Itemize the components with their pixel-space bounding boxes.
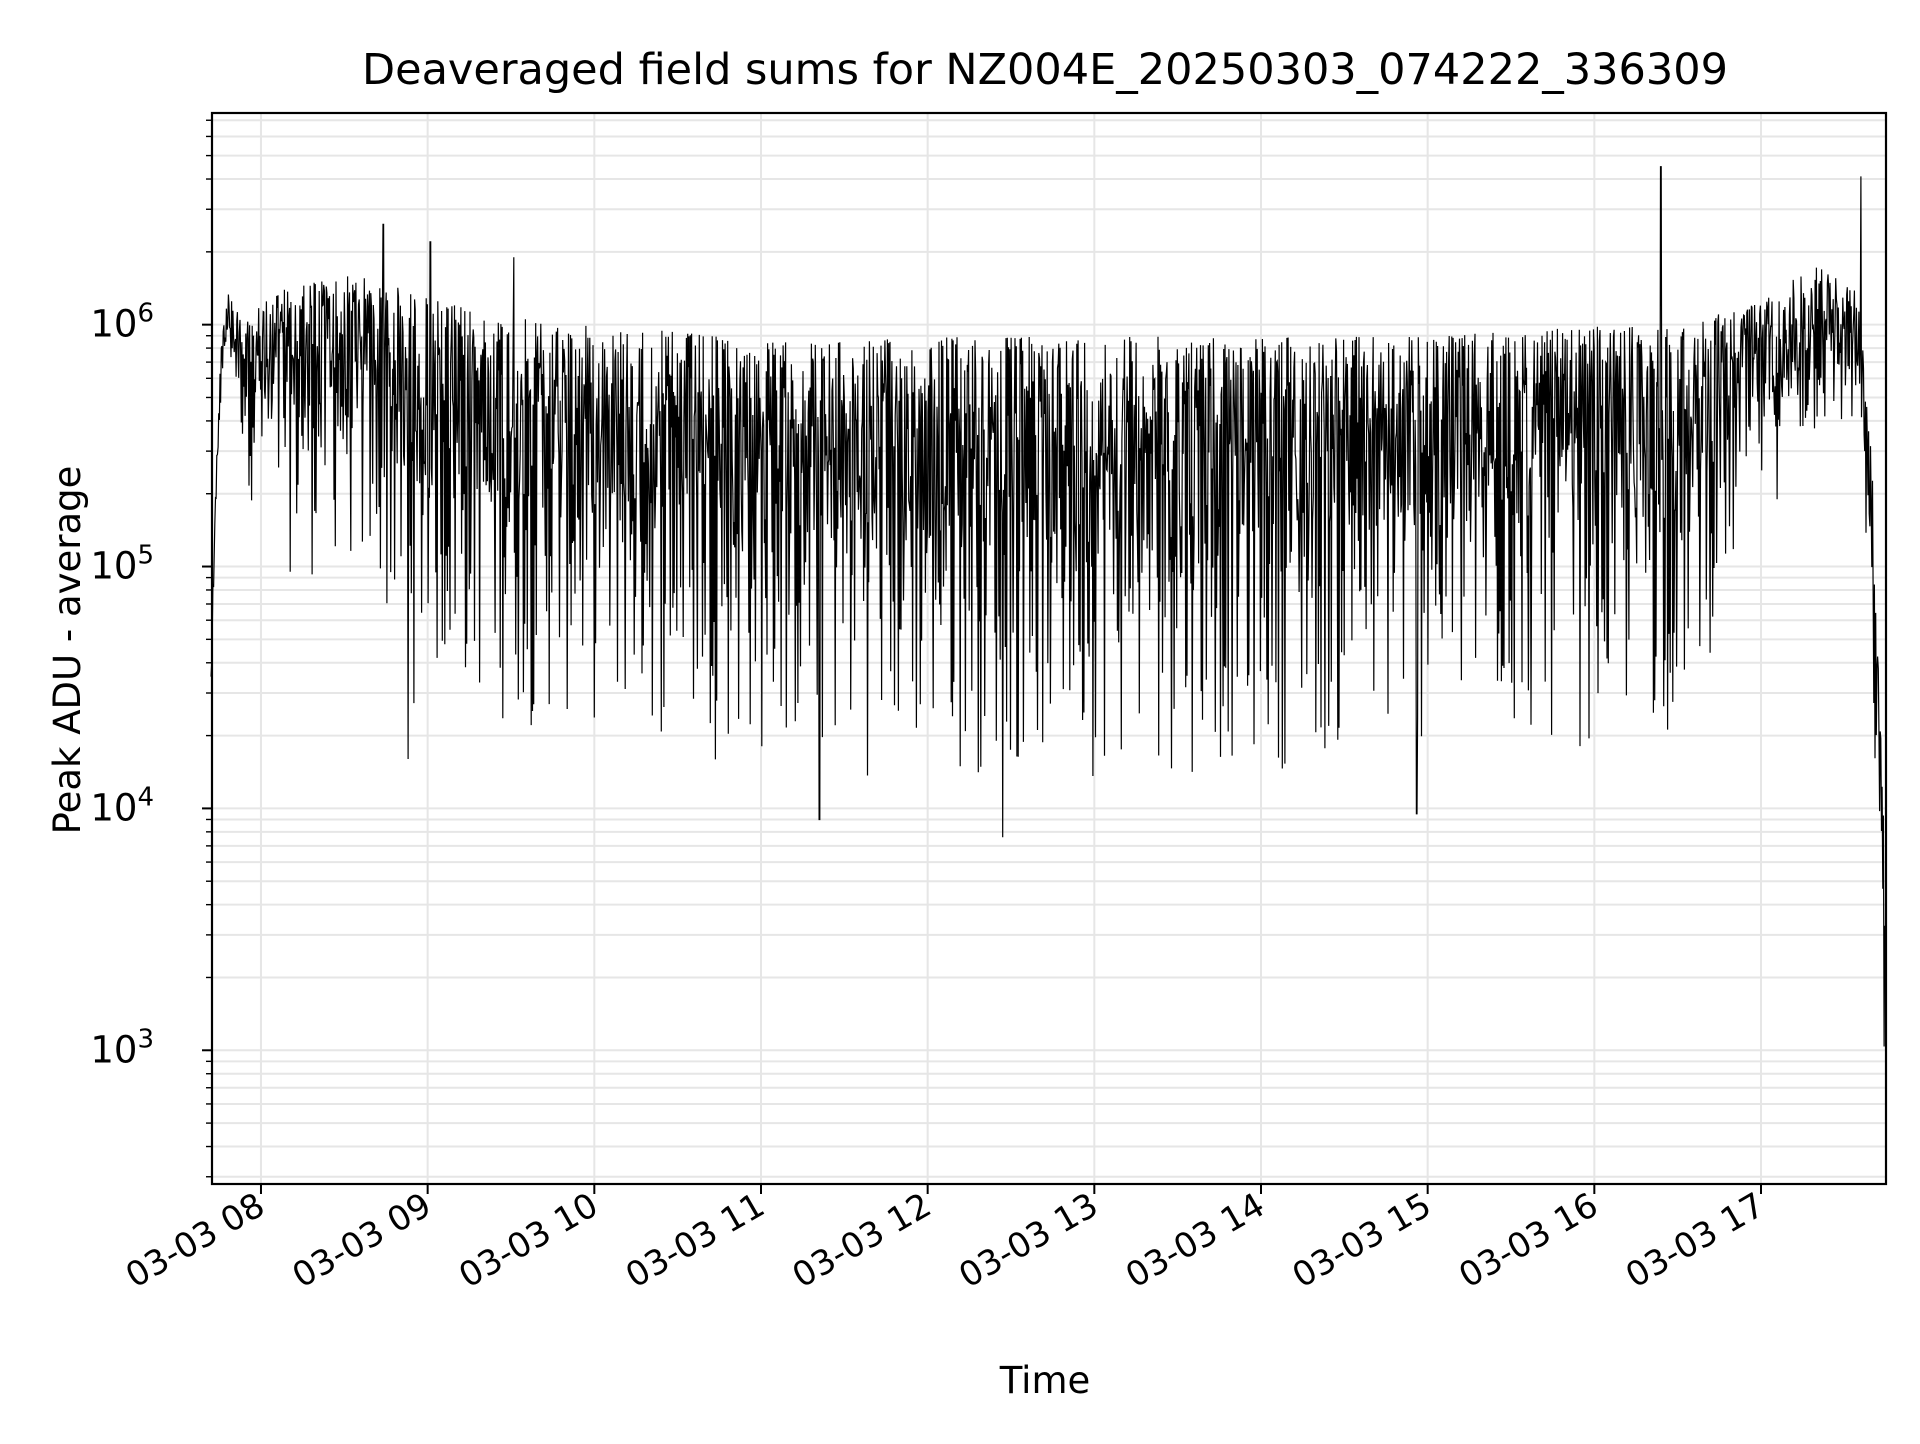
x-tick-label: 03-03 16 bbox=[1452, 1185, 1604, 1296]
plot-frame bbox=[210, 111, 1888, 1186]
x-tick-label: 03-03 09 bbox=[286, 1185, 438, 1296]
plot-area bbox=[210, 166, 1887, 1047]
ticks: 03-03 08 03-03 09 03-03 10 03-03 11 03-03 12… bbox=[90, 119, 1771, 1296]
y-tick-label: 105 bbox=[90, 541, 154, 588]
y-tick-label: 103 bbox=[90, 1024, 154, 1071]
x-tick-label: 03-03 10 bbox=[452, 1185, 604, 1296]
grid bbox=[212, 113, 1886, 1184]
x-tick-label: 03-03 11 bbox=[619, 1185, 771, 1296]
x-axis-label: Time bbox=[999, 1359, 1091, 1402]
series-line bbox=[210, 166, 1887, 1047]
x-tick-label: 03-03 12 bbox=[786, 1185, 938, 1296]
chart-title: Deaveraged field sums for NZ004E_2025030… bbox=[362, 45, 1728, 95]
y-tick-label: 104 bbox=[90, 782, 154, 829]
x-tick-label: 03-03 15 bbox=[1286, 1185, 1438, 1296]
y-tick-label: 106 bbox=[90, 299, 154, 346]
x-tick-label: 03-03 08 bbox=[119, 1185, 271, 1296]
y-axis-label: Peak ADU - average bbox=[46, 466, 89, 835]
x-tick-label: 03-03 14 bbox=[1119, 1185, 1271, 1296]
x-tick-label: 03-03 17 bbox=[1619, 1185, 1771, 1296]
x-tick-label: 03-03 13 bbox=[952, 1185, 1104, 1296]
